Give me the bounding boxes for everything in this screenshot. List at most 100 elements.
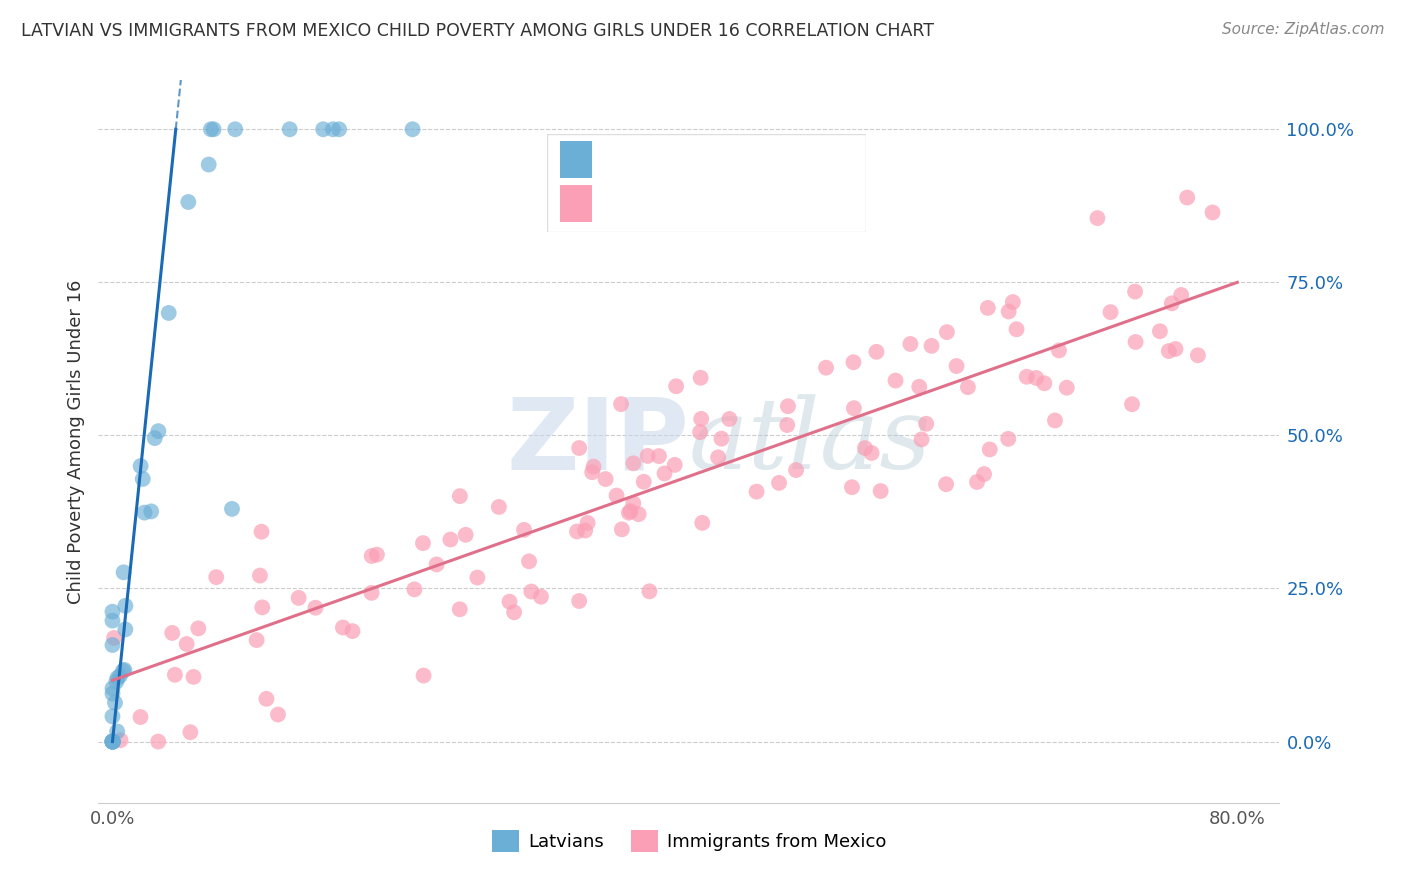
Point bbox=[956, 380, 979, 394]
Point bbox=[997, 304, 1019, 318]
Point bbox=[498, 595, 520, 609]
Point bbox=[582, 459, 605, 474]
Point bbox=[1033, 376, 1056, 391]
Point bbox=[426, 558, 449, 572]
Point bbox=[250, 524, 273, 539]
Point bbox=[860, 446, 883, 460]
Point bbox=[401, 122, 423, 136]
Point bbox=[101, 734, 124, 748]
Point bbox=[842, 355, 865, 369]
Point bbox=[884, 374, 907, 388]
Point bbox=[404, 582, 426, 597]
Point bbox=[627, 507, 650, 521]
Point bbox=[1125, 334, 1147, 349]
Point bbox=[921, 339, 943, 353]
Point bbox=[267, 707, 290, 722]
Point bbox=[1123, 285, 1146, 299]
Point bbox=[176, 637, 198, 651]
Point bbox=[1015, 369, 1038, 384]
Point bbox=[454, 528, 477, 542]
Point bbox=[162, 626, 184, 640]
Point bbox=[101, 734, 124, 748]
Point bbox=[633, 475, 655, 489]
Point bbox=[114, 623, 136, 637]
Point bbox=[108, 669, 131, 683]
Point bbox=[908, 380, 931, 394]
Point bbox=[205, 570, 228, 584]
Point bbox=[1170, 288, 1192, 302]
Point bbox=[112, 663, 135, 677]
Point bbox=[1201, 205, 1223, 219]
Point bbox=[1175, 190, 1198, 204]
Point bbox=[710, 432, 733, 446]
Point bbox=[1087, 211, 1109, 225]
Point bbox=[776, 418, 799, 433]
Point bbox=[449, 602, 471, 616]
Point bbox=[503, 605, 526, 619]
Point bbox=[945, 359, 967, 373]
Point bbox=[617, 506, 640, 520]
Point bbox=[112, 566, 135, 580]
Point bbox=[654, 467, 676, 481]
Point bbox=[101, 681, 124, 696]
Point bbox=[690, 412, 713, 426]
Point bbox=[129, 458, 152, 473]
Point bbox=[249, 568, 271, 582]
Point bbox=[745, 484, 768, 499]
Point bbox=[841, 480, 863, 494]
Point bbox=[246, 633, 269, 648]
Point bbox=[101, 734, 124, 748]
Point bbox=[179, 725, 201, 739]
Point bbox=[360, 586, 382, 600]
Point bbox=[1160, 296, 1182, 310]
Point bbox=[865, 344, 887, 359]
Point bbox=[488, 500, 510, 514]
Point bbox=[610, 522, 633, 536]
Point bbox=[148, 424, 170, 438]
Point bbox=[1005, 322, 1028, 336]
Legend: Latvians, Immigrants from Mexico: Latvians, Immigrants from Mexico bbox=[485, 822, 893, 859]
Point bbox=[574, 524, 596, 538]
Text: atlas: atlas bbox=[689, 394, 932, 489]
Text: LATVIAN VS IMMIGRANTS FROM MEXICO CHILD POVERTY AMONG GIRLS UNDER 16 CORRELATION: LATVIAN VS IMMIGRANTS FROM MEXICO CHILD … bbox=[21, 22, 934, 40]
Point bbox=[1187, 348, 1209, 362]
Point bbox=[129, 710, 152, 724]
Point bbox=[322, 122, 344, 136]
Point bbox=[785, 463, 807, 477]
Point bbox=[690, 516, 713, 530]
Point bbox=[648, 449, 671, 463]
Point bbox=[163, 667, 186, 681]
Point bbox=[605, 489, 627, 503]
Point bbox=[935, 325, 957, 339]
Point bbox=[1043, 413, 1066, 427]
Point bbox=[581, 465, 603, 479]
Point bbox=[134, 506, 156, 520]
Point bbox=[530, 590, 553, 604]
Point bbox=[183, 670, 205, 684]
Point bbox=[197, 157, 219, 171]
Point bbox=[568, 441, 591, 455]
Point bbox=[568, 594, 591, 608]
Text: ZIP: ZIP bbox=[506, 393, 689, 490]
Point bbox=[520, 584, 543, 599]
Point bbox=[221, 502, 243, 516]
Point bbox=[366, 548, 388, 562]
Point bbox=[842, 401, 865, 416]
Point bbox=[689, 370, 711, 384]
Point bbox=[256, 691, 278, 706]
Point bbox=[110, 733, 132, 747]
Point bbox=[287, 591, 309, 605]
Point bbox=[439, 533, 461, 547]
Point bbox=[610, 397, 633, 411]
Point bbox=[202, 122, 225, 136]
Point bbox=[576, 516, 599, 530]
Point bbox=[101, 614, 124, 628]
Point bbox=[101, 734, 124, 748]
Point bbox=[101, 734, 124, 748]
Point bbox=[224, 122, 246, 136]
Point bbox=[664, 458, 686, 472]
Point bbox=[776, 399, 799, 413]
Point bbox=[935, 477, 957, 491]
Point bbox=[1056, 381, 1078, 395]
Point bbox=[620, 504, 643, 518]
